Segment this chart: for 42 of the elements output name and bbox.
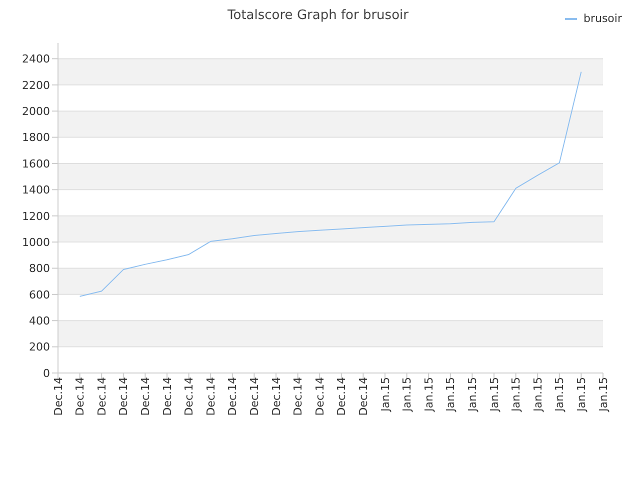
y-tick-label: 1600 <box>22 157 50 170</box>
y-tick-label: 1400 <box>22 184 50 197</box>
x-tick-label: Jan.15 <box>531 377 544 412</box>
y-tick-label: 2400 <box>22 52 50 66</box>
chart-title: Totalscore Graph for brusoir <box>228 8 408 23</box>
x-tick-label: Dec.14 <box>226 377 240 416</box>
line-series <box>79 71 582 297</box>
x-tick-label: Jan.15 <box>378 377 392 412</box>
x-tick-label: Jan.15 <box>422 377 436 412</box>
x-tick-label: Dec.14 <box>292 377 305 416</box>
x-tick-label: Jan.15 <box>575 377 588 412</box>
y-tick-label: 0 <box>43 366 50 380</box>
x-tick-label: Jan.15 <box>400 377 414 412</box>
x-tick-label: Jan.15 <box>510 377 523 412</box>
x-tick-label: Dec.14 <box>160 377 174 416</box>
y-tick-label: 1800 <box>22 131 50 144</box>
x-tick-label: Jan.15 <box>444 377 458 412</box>
y-tick-label: 400 <box>29 314 50 328</box>
x-tick-label: Dec.14 <box>248 377 262 416</box>
x-tick-label: Dec.14 <box>74 377 87 416</box>
x-tick-label: Jan.15 <box>488 377 501 412</box>
x-tick-label: Dec.14 <box>52 377 65 416</box>
y-tick-label: 2000 <box>22 105 50 118</box>
x-tick-label: Dec.14 <box>357 377 370 416</box>
x-tick-label: Dec.14 <box>313 377 326 416</box>
y-tick-label: 1000 <box>22 236 50 249</box>
y-tick-label: 600 <box>29 288 50 302</box>
y-tick-label: 800 <box>29 262 50 276</box>
x-tick-label: Dec.14 <box>117 377 130 416</box>
x-tick-label: Dec.14 <box>139 377 152 416</box>
y-tick-label: 1200 <box>22 210 50 223</box>
y-tick-label: 2200 <box>22 78 50 92</box>
x-tick-label: Dec.14 <box>95 377 108 416</box>
legend-label: brusoir <box>583 12 622 25</box>
x-tick-label: Jan.15 <box>553 377 566 412</box>
x-tick-label: Jan.15 <box>596 377 610 412</box>
x-tick-label: Dec.14 <box>270 377 283 416</box>
y-tick-label: 200 <box>29 340 50 354</box>
x-tick-label: Jan.15 <box>466 377 480 412</box>
x-tick-label: Dec.14 <box>182 377 196 416</box>
x-tick-label: Dec.14 <box>204 377 218 416</box>
x-tick-label: Dec.14 <box>335 377 348 416</box>
